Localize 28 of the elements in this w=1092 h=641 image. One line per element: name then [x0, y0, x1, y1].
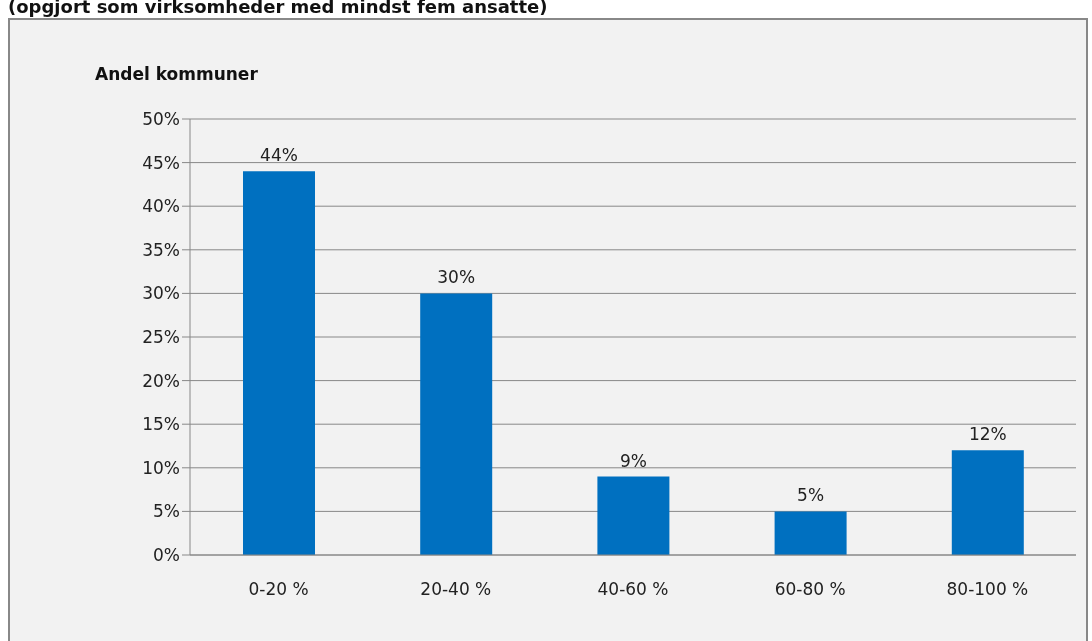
y-tick-label: 30% — [142, 283, 180, 304]
y-tick-label: 45% — [142, 152, 180, 173]
y-tick-label: 50% — [142, 109, 180, 130]
y-tick-label: 5% — [153, 501, 180, 522]
data-label: 30% — [437, 267, 476, 288]
x-tick-label: 20-40 % — [420, 579, 492, 600]
y-tick-label: 10% — [142, 457, 180, 478]
y-tick-label: 25% — [142, 327, 180, 348]
x-tick-label: 80-100 % — [946, 579, 1029, 600]
y-tick-label: 0% — [153, 545, 180, 566]
bar — [774, 511, 847, 555]
x-tick-label: 0-20 % — [248, 579, 309, 600]
y-tick-label: 40% — [142, 196, 180, 217]
y-tick-label: 15% — [142, 414, 180, 435]
chart-title: (opgjort som virksomheder med mindst fem ansatte) — [8, 0, 548, 17]
y-tick-label: 20% — [142, 370, 180, 391]
bar — [951, 450, 1024, 555]
data-label: 44% — [260, 145, 298, 166]
x-tick-label: 40-60 % — [597, 579, 669, 600]
bar — [243, 171, 315, 555]
x-tick-label: 60-80 % — [774, 579, 846, 600]
bar — [597, 476, 670, 555]
bar — [420, 293, 493, 555]
data-label: 9% — [619, 450, 647, 471]
y-axis-title: Andel kommuner — [95, 64, 258, 84]
data-label: 12% — [968, 424, 1007, 445]
y-tick-label: 35% — [142, 239, 180, 260]
data-label: 5% — [797, 485, 825, 506]
